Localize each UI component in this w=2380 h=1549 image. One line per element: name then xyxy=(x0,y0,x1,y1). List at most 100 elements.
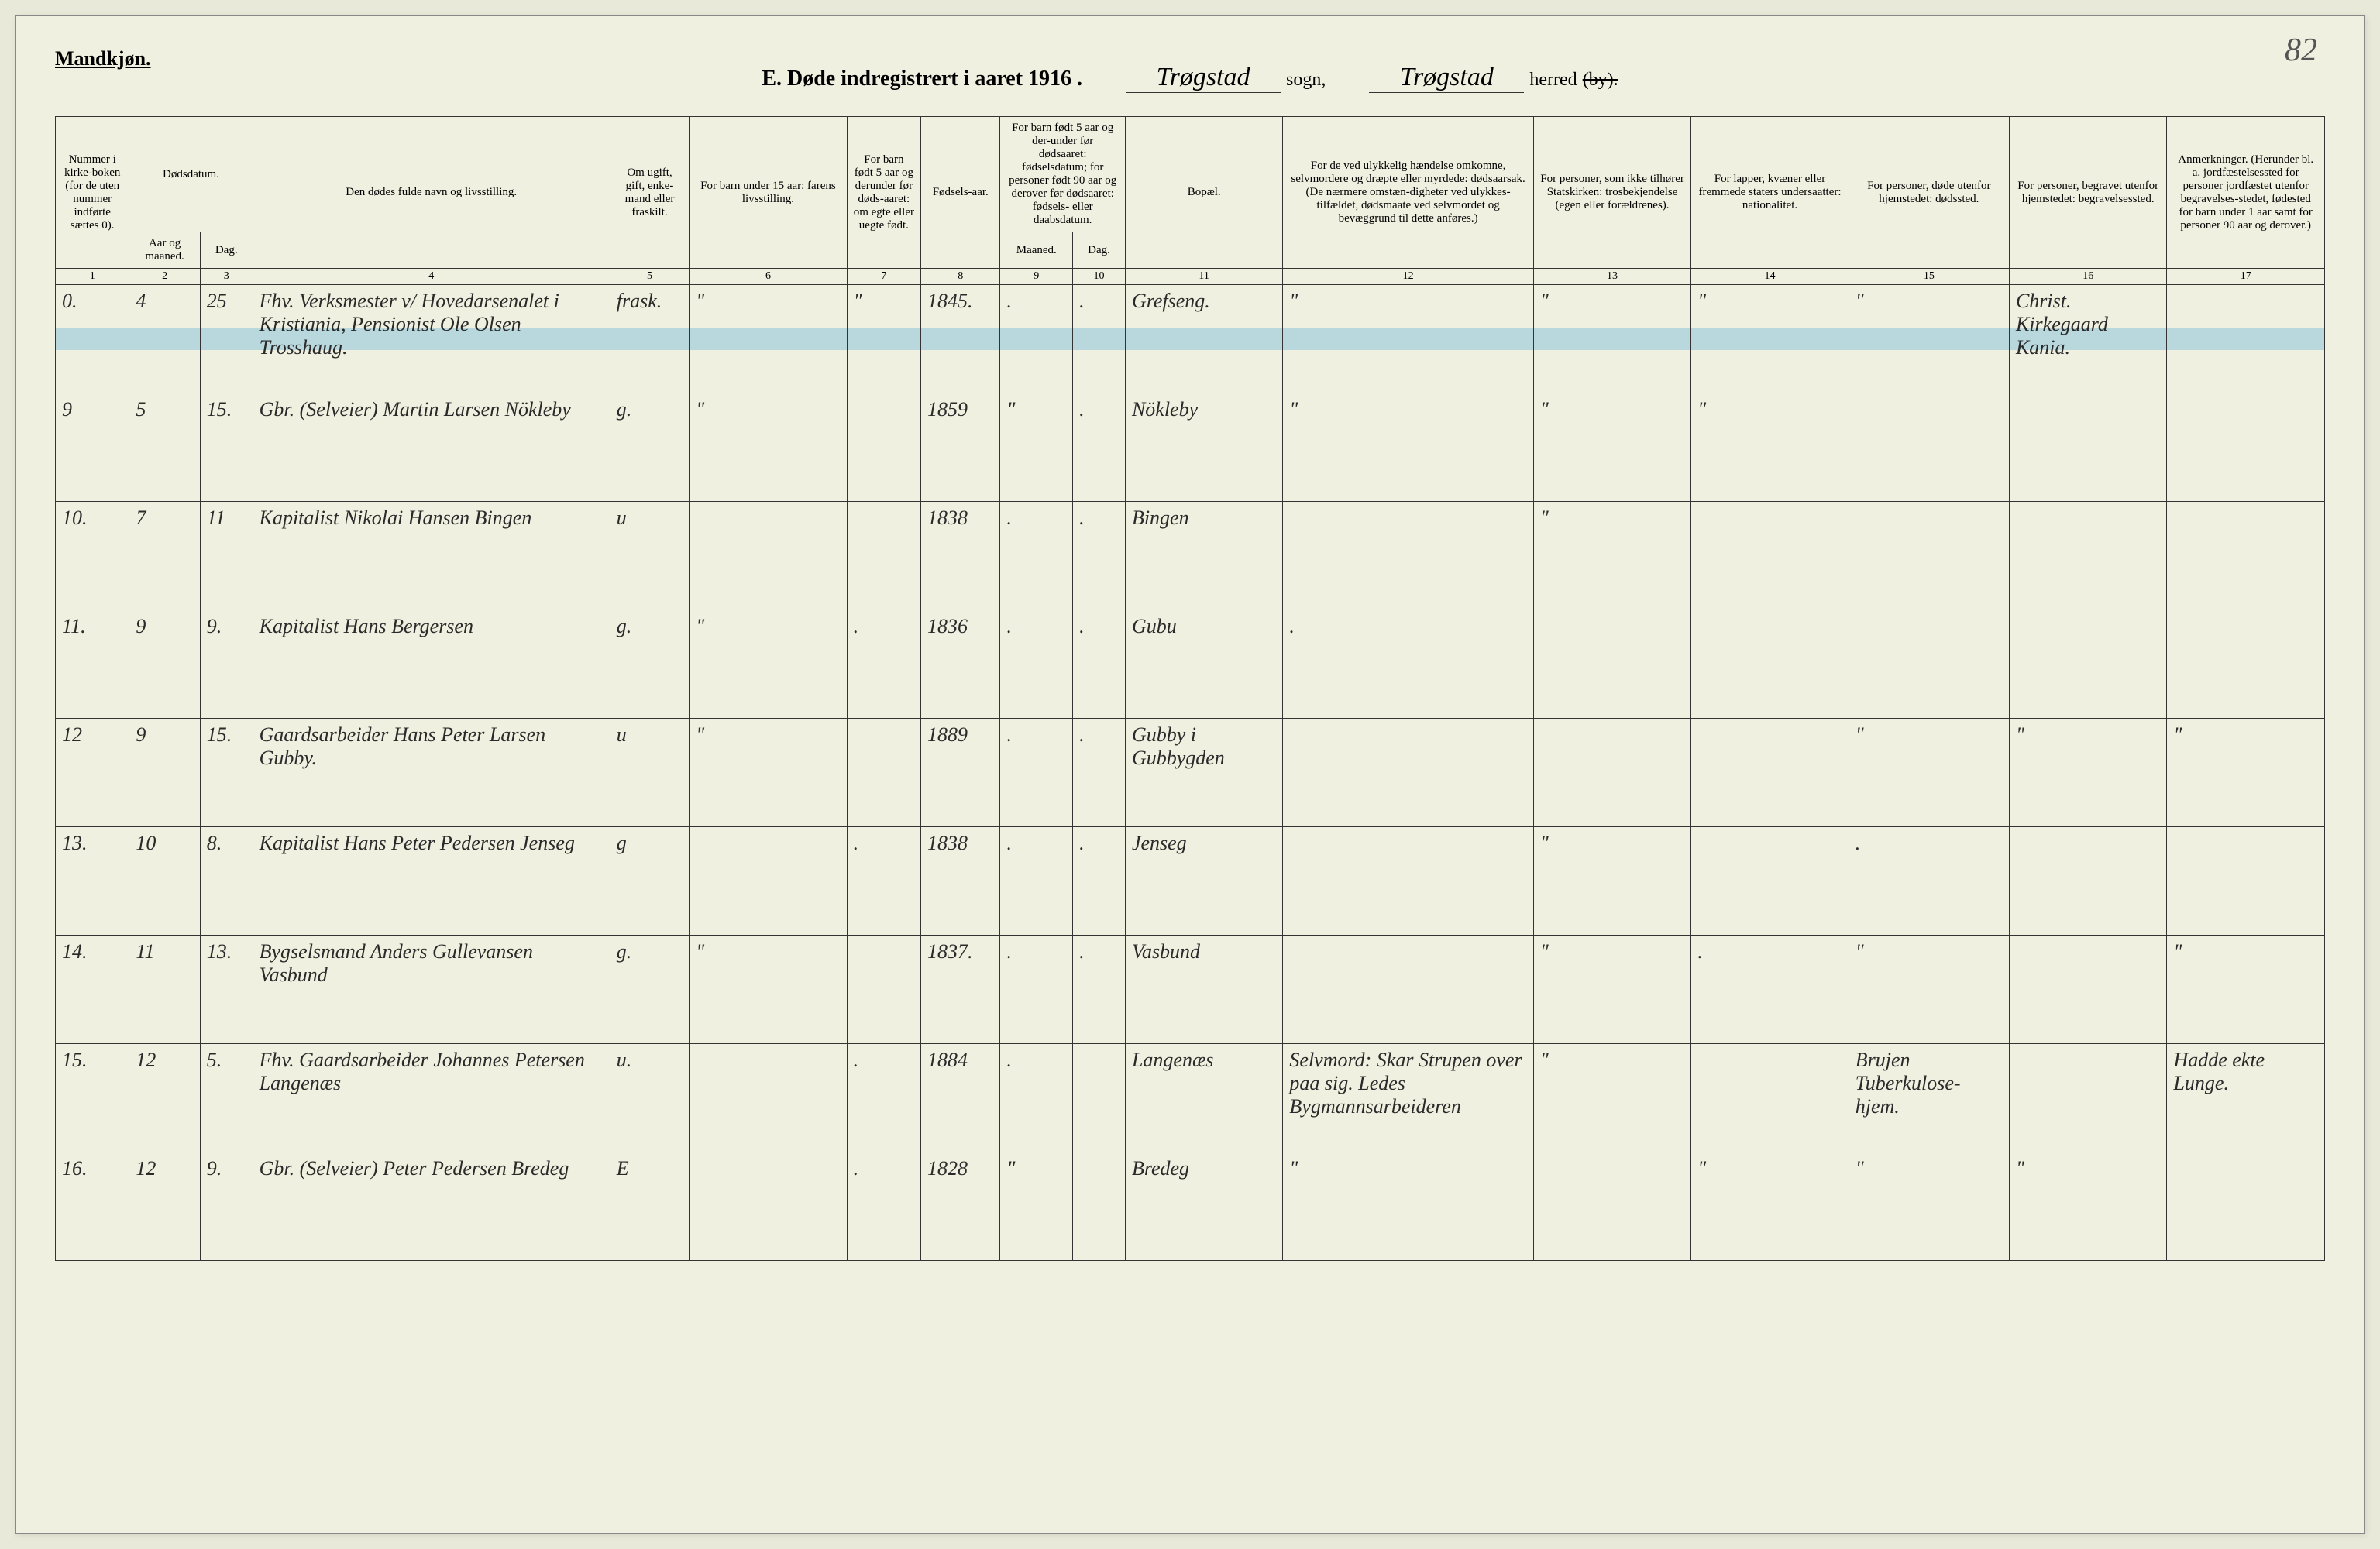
cell xyxy=(2167,610,2325,719)
table-row: 16.129.Gbr. (Selveier) Peter Pedersen Br… xyxy=(56,1152,2325,1261)
cell: . xyxy=(847,827,920,936)
cell: . xyxy=(1849,827,2009,936)
col-header: Anmerkninger. (Herunder bl. a. jordfæste… xyxy=(2167,117,2325,269)
cell: u xyxy=(610,719,689,827)
cell: 13. xyxy=(200,936,253,1044)
cell: g. xyxy=(610,936,689,1044)
cell: . xyxy=(1073,285,1126,393)
cell: " xyxy=(2009,1152,2166,1261)
cell: Gubu xyxy=(1125,610,1282,719)
cell: Christ. Kirkegaard Kania. xyxy=(2009,285,2166,393)
cell: 5 xyxy=(129,393,200,502)
col-header: Nummer i kirke-boken (for de uten nummer… xyxy=(56,117,129,269)
cell: " xyxy=(1849,936,2009,1044)
colnum: 5 xyxy=(610,269,689,285)
cell: 1838 xyxy=(921,502,1000,610)
colnum: 6 xyxy=(690,269,847,285)
cell: " xyxy=(2009,719,2166,827)
cell xyxy=(2167,285,2325,393)
cell: Gaardsarbeider Hans Peter Larsen Gubby. xyxy=(253,719,610,827)
title-row: E. Døde indregistrert i aaret 1916 . Trø… xyxy=(55,63,2325,93)
cell: " xyxy=(1849,285,2009,393)
col-header: For personer, begravet utenfor hjemstede… xyxy=(2009,117,2166,269)
col-header: For personer, døde utenfor hjemstedet: d… xyxy=(1849,117,2009,269)
colnum: 17 xyxy=(2167,269,2325,285)
cell: Gbr. (Selveier) Peter Pedersen Bredeg xyxy=(253,1152,610,1261)
table-body: 0.425Fhv. Verksmester v/ Hovedarsenalet … xyxy=(56,285,2325,1261)
cell: " xyxy=(690,393,847,502)
cell: . xyxy=(1073,610,1126,719)
col-header: For de ved ulykkelig hændelse omkomne, s… xyxy=(1283,117,1533,269)
col-header: Fødsels-aar. xyxy=(921,117,1000,269)
cell: Fhv. Verksmester v/ Hovedarsenalet i Kri… xyxy=(253,285,610,393)
colnum: 7 xyxy=(847,269,920,285)
colnum: 11 xyxy=(1125,269,1282,285)
cell: 10. xyxy=(56,502,129,610)
cell: 10 xyxy=(129,827,200,936)
colnum: 15 xyxy=(1849,269,2009,285)
cell: 25 xyxy=(200,285,253,393)
cell: . xyxy=(1000,285,1073,393)
cell: 9 xyxy=(56,393,129,502)
colnum: 16 xyxy=(2009,269,2166,285)
cell: 9. xyxy=(200,1152,253,1261)
col-header: For lapper, kvæner eller fremmede stater… xyxy=(1691,117,1849,269)
cell: 12 xyxy=(56,719,129,827)
cell: " xyxy=(690,719,847,827)
table-row: 0.425Fhv. Verksmester v/ Hovedarsenalet … xyxy=(56,285,2325,393)
cell: 1828 xyxy=(921,1152,1000,1261)
cell: 9. xyxy=(200,610,253,719)
cell: " xyxy=(1000,393,1073,502)
cell: " xyxy=(1283,393,1533,502)
cell: 11 xyxy=(129,936,200,1044)
cell: 7 xyxy=(129,502,200,610)
table-row: 14.1113.Bygselsmand Anders Gullevansen V… xyxy=(56,936,2325,1044)
col-header: For barn født 5 aar og derunder før døds… xyxy=(847,117,920,269)
cell: " xyxy=(690,285,847,393)
register-page: 82 Mandkjøn. E. Døde indregistrert i aar… xyxy=(15,15,2365,1534)
cell: " xyxy=(1000,1152,1073,1261)
cell xyxy=(1691,502,1849,610)
cell: " xyxy=(1691,1152,1849,1261)
table-row: 15.125.Fhv. Gaardsarbeider Johannes Pete… xyxy=(56,1044,2325,1152)
cell: " xyxy=(1533,936,1690,1044)
page-header: Mandkjøn. E. Døde indregistrert i aaret … xyxy=(55,47,2325,93)
cell: " xyxy=(2167,719,2325,827)
by-struck: (by). xyxy=(1583,70,1618,90)
cell: " xyxy=(1283,285,1533,393)
colnum: 13 xyxy=(1533,269,1690,285)
sogn-value: Trøgstad xyxy=(1126,63,1281,93)
colnum: 9 xyxy=(1000,269,1073,285)
col-header: Maaned. xyxy=(1000,232,1073,269)
colnum: 2 xyxy=(129,269,200,285)
cell: 4 xyxy=(129,285,200,393)
cell: g xyxy=(610,827,689,936)
cell xyxy=(1283,827,1533,936)
cell: " xyxy=(1533,502,1690,610)
cell: 15. xyxy=(56,1044,129,1152)
cell xyxy=(2009,502,2166,610)
table-row: 13.108.Kapitalist Hans Peter Pedersen Je… xyxy=(56,827,2325,936)
col-header: For barn under 15 aar: farens livsstilli… xyxy=(690,117,847,269)
cell xyxy=(2009,393,2166,502)
cell: 16. xyxy=(56,1152,129,1261)
cell xyxy=(1283,936,1533,1044)
register-table: Nummer i kirke-boken (for de uten nummer… xyxy=(55,116,2325,1261)
cell: 15. xyxy=(200,393,253,502)
cell xyxy=(1849,393,2009,502)
cell xyxy=(1691,719,1849,827)
cell: Bingen xyxy=(1125,502,1282,610)
cell: 9 xyxy=(129,610,200,719)
cell xyxy=(1849,610,2009,719)
cell: 12 xyxy=(129,1044,200,1152)
cell xyxy=(1849,502,2009,610)
cell: " xyxy=(690,610,847,719)
cell xyxy=(847,719,920,827)
cell: Fhv. Gaardsarbeider Johannes Petersen La… xyxy=(253,1044,610,1152)
cell: g. xyxy=(610,610,689,719)
cell: " xyxy=(1849,719,2009,827)
cell: Kapitalist Hans Bergersen xyxy=(253,610,610,719)
herred-label: herred xyxy=(1529,70,1577,90)
cell xyxy=(2167,827,2325,936)
table-row: 10.711Kapitalist Nikolai Hansen Bingenu1… xyxy=(56,502,2325,610)
